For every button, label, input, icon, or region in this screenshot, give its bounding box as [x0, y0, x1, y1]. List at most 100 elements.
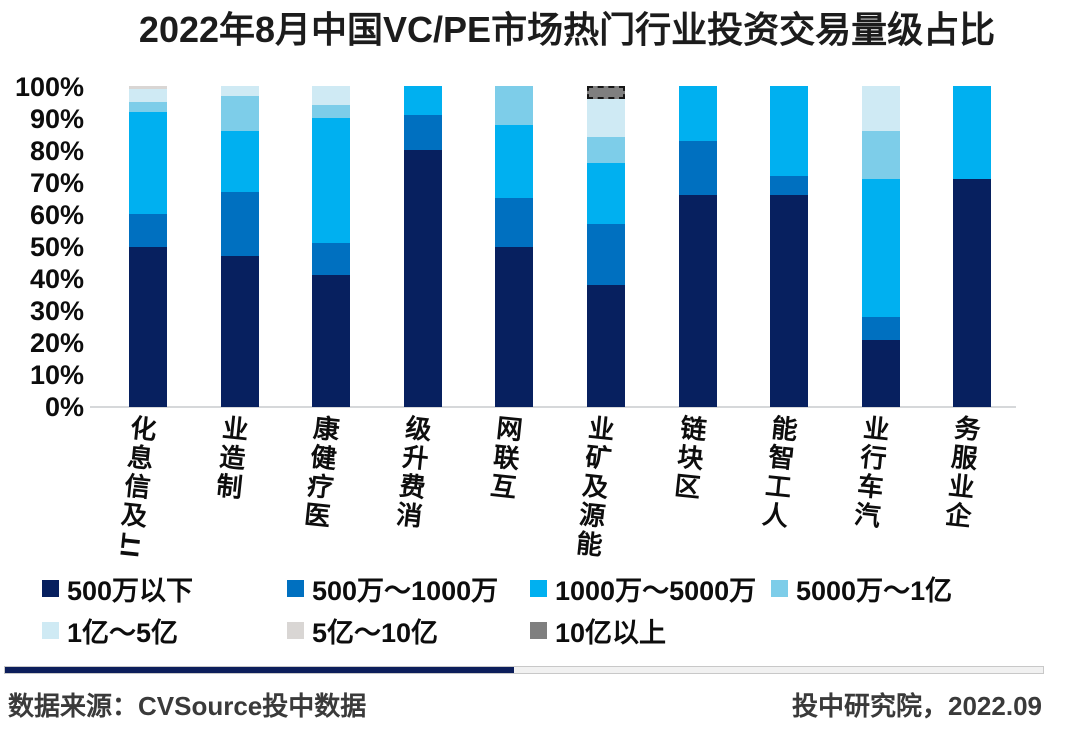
footer-divider — [4, 666, 1044, 674]
x-axis-label-char: 化 — [129, 412, 159, 446]
bar-segment — [312, 275, 351, 407]
bar-segment — [587, 163, 625, 225]
bar-segment — [953, 86, 992, 180]
bar-segment — [129, 111, 167, 215]
legend-label: 10亿以上 — [555, 618, 667, 648]
bar-segment — [495, 86, 534, 125]
x-axis-label-char: 业 — [947, 470, 977, 503]
bar-segment — [220, 256, 259, 407]
legend-swatch-icon — [530, 580, 547, 597]
bar-segment — [587, 285, 625, 407]
x-axis-label-char: 康 — [312, 412, 342, 446]
bar-segment — [495, 246, 534, 407]
x-axis-label-char: 升 — [400, 441, 430, 475]
x-axis-label: 康健疗医 — [299, 413, 345, 532]
bar-segment — [587, 137, 625, 164]
bar-segment — [129, 86, 167, 90]
legend-swatch-icon — [287, 580, 304, 597]
bar-segment — [861, 339, 900, 407]
bar-segment — [312, 105, 351, 119]
bar-segment — [220, 130, 259, 192]
x-axis-label-char: 息 — [125, 441, 156, 475]
bar-8 — [770, 86, 809, 407]
bar-5 — [495, 86, 534, 407]
bar-segment — [220, 95, 259, 131]
x-axis-label-char: 造 — [217, 441, 247, 475]
bar-segment — [495, 198, 534, 247]
legend-item: 500万～1000万 — [287, 575, 498, 606]
y-tick-label: 50% — [29, 232, 84, 262]
x-axis-label-char: 行 — [858, 441, 888, 475]
bar-segment — [129, 246, 167, 407]
legend-item: 1000万～5000万 — [530, 575, 756, 606]
legend-item: 1亿～5亿 — [42, 617, 178, 648]
bar-segment — [312, 86, 351, 106]
y-tick-label: 60% — [29, 200, 84, 230]
x-axis-label: 链块区 — [669, 413, 712, 503]
legend-item: 5亿～10亿 — [287, 617, 438, 648]
bar-segment — [403, 114, 442, 151]
bar-segment — [403, 150, 442, 407]
legend-swatch-icon — [42, 622, 59, 639]
x-axis-label-char: 业 — [220, 412, 250, 446]
bar-segment — [678, 86, 717, 141]
x-axis-label-char: 能 — [770, 412, 800, 446]
legend-label: 500万～1000万 — [312, 576, 499, 606]
x-axis-label-char: 源 — [577, 499, 607, 532]
x-axis-label: 业矿及源能 — [571, 413, 620, 561]
x-axis-label-char: IT — [114, 530, 148, 559]
bar-segment — [861, 317, 900, 340]
x-axis-label-char: 健 — [309, 441, 339, 475]
x-axis-label: 级升费消 — [391, 413, 437, 532]
x-axis-label-char: 及 — [119, 499, 149, 532]
credit-text: 投中研究院，2022.09 — [792, 691, 1042, 721]
x-axis-label-char: 汽 — [852, 499, 882, 532]
bar-segment — [587, 224, 625, 286]
x-axis-label-char: 级 — [403, 412, 433, 446]
bar-segment — [861, 179, 900, 318]
x-axis-label-char: 工 — [764, 470, 794, 503]
x-axis-label-char: 能 — [574, 528, 604, 561]
bar-segment — [587, 86, 625, 99]
footer-divider-fill — [5, 667, 514, 673]
legend-label: 1亿～5亿 — [67, 618, 179, 648]
bar-segment — [129, 102, 167, 112]
chart-title: 2022年8月中国VC/PE市场热门行业投资交易量级占比 — [138, 9, 996, 50]
bar-segment — [678, 140, 717, 196]
bar-6 — [587, 86, 625, 407]
bar-10 — [953, 86, 992, 407]
x-axis-label-char: 务 — [953, 412, 983, 446]
x-axis-label-char: 信 — [122, 470, 152, 503]
bar-segment — [587, 98, 625, 138]
bar-segment — [861, 130, 900, 180]
bar-4 — [403, 86, 442, 407]
x-axis-label-char: 医 — [303, 499, 333, 532]
x-axis-label-char: 服 — [950, 441, 980, 475]
bar-segment — [770, 175, 809, 196]
x-axis-label-char: 制 — [214, 470, 244, 503]
bar-segment — [312, 118, 351, 244]
bar-segment — [220, 86, 259, 96]
bar-3 — [312, 86, 351, 407]
bar-9 — [861, 86, 900, 407]
legend-swatch-icon — [287, 622, 304, 639]
y-tick-label: 40% — [29, 264, 84, 294]
bar-segment — [495, 124, 534, 199]
bar-segment — [312, 243, 351, 276]
legend-swatch-icon — [771, 580, 788, 597]
bar-2 — [220, 86, 259, 407]
x-axis-label-char: 及 — [580, 470, 610, 503]
legend-item: 10亿以上 — [530, 617, 666, 648]
y-tick-label: 70% — [29, 168, 84, 198]
bar-segment — [770, 195, 809, 407]
y-tick-label: 30% — [29, 296, 84, 326]
x-axis-label-char: 链 — [678, 412, 708, 446]
x-axis-label-char: 车 — [855, 470, 885, 503]
x-axis-label-char: 费 — [397, 470, 427, 503]
legend-item: 5000万～1亿 — [771, 575, 952, 606]
legend-swatch-icon — [530, 622, 547, 639]
x-axis-line — [90, 406, 1016, 408]
x-axis-label: 能智工人 — [757, 413, 803, 532]
x-axis-label-char: 互 — [489, 470, 519, 503]
